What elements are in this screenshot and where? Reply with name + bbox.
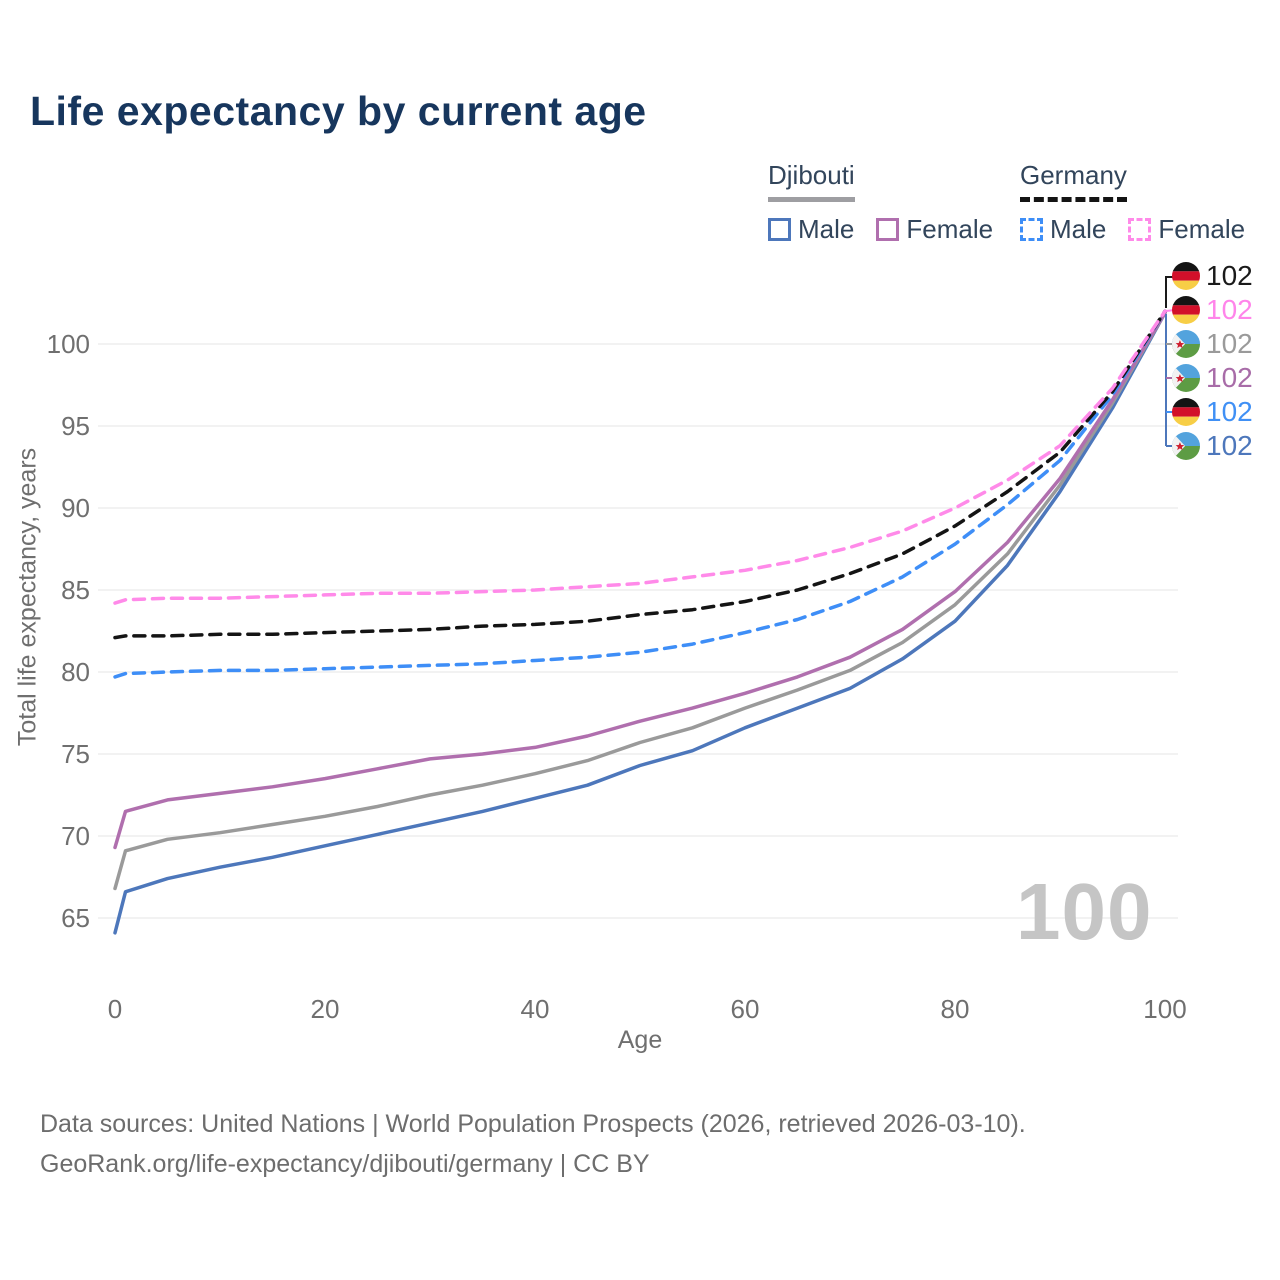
end-label-value: 102 [1206, 430, 1253, 461]
legend-group-germany: Germany Male Female [1020, 160, 1245, 245]
y-tick-label: 85 [61, 575, 90, 605]
x-tick-label: 0 [107, 994, 123, 1024]
germany-flag-icon [1172, 296, 1200, 324]
end-label-row-germany-both-sexes: 102 [1172, 260, 1253, 292]
germany-flag-icon [1172, 262, 1200, 290]
series-line-djibouti-female[interactable] [113, 311, 1167, 850]
legend-item-label: Male [1050, 214, 1107, 244]
y-tick-label: 75 [61, 739, 90, 769]
footer-data-sources: Data sources: United Nations | World Pop… [40, 1110, 1026, 1138]
series-line-djibouti-both-sexes[interactable] [113, 311, 1167, 891]
legend-item-label: Female [906, 214, 994, 244]
legend-group-djibouti: Djibouti Male Female [768, 160, 993, 245]
end-label-value: 102 [1206, 260, 1253, 291]
x-tick-label: 100 [1143, 994, 1187, 1024]
legend-item-germany-male[interactable]: Male [1020, 214, 1106, 245]
legend-items-germany: Male Female [1020, 214, 1245, 245]
y-tick-label: 65 [61, 903, 90, 933]
x-tick-label: 40 [520, 994, 550, 1024]
series-line-djibouti-male[interactable] [113, 311, 1167, 935]
page-title: Life expectancy by current age [30, 88, 647, 134]
end-label-row-germany-female: 102 [1172, 294, 1253, 326]
end-label-value: 102 [1206, 362, 1253, 393]
djibouti-flag-icon [1172, 364, 1200, 392]
series-line-germany-male[interactable] [113, 309, 1167, 679]
end-label-value: 102 [1206, 396, 1253, 427]
legend-item-djibouti-female[interactable]: Female [876, 214, 993, 245]
y-tick-label: 95 [61, 411, 90, 441]
y-tick-label: 70 [61, 821, 90, 851]
germany-female-swatch-icon [1128, 218, 1152, 241]
x-tick-label: 60 [730, 994, 760, 1024]
legend-item-djibouti-male[interactable]: Male [768, 214, 854, 245]
germany-flag-icon [1172, 398, 1200, 426]
y-tick-label: 100 [46, 329, 90, 359]
djibouti-flag-icon [1172, 330, 1200, 358]
end-label-row-djibouti-female: 102 [1172, 362, 1253, 394]
legend-item-germany-female[interactable]: Female [1128, 214, 1245, 245]
end-label-value: 102 [1206, 294, 1253, 325]
x-axis-title: Age [617, 1026, 663, 1054]
djibouti-female-swatch-icon [876, 218, 900, 241]
end-label-value: 102 [1206, 328, 1253, 359]
legend-items-djibouti: Male Female [768, 214, 993, 245]
end-label-row-djibouti-both-sexes: 102 [1172, 328, 1253, 360]
end-label-row-germany-male: 102 [1172, 396, 1253, 428]
end-label-row-djibouti-male: 102 [1172, 430, 1253, 462]
djibouti-flag-icon [1172, 432, 1200, 460]
legend-country-germany: Germany [1020, 160, 1127, 202]
legend-country-djibouti: Djibouti [768, 160, 855, 202]
series-line-germany-female[interactable] [113, 309, 1167, 605]
y-tick-label: 80 [61, 657, 90, 687]
x-tick-label: 80 [940, 994, 970, 1024]
series-line-germany-both-sexes[interactable] [113, 309, 1167, 640]
end-label-connector [1165, 276, 1175, 308]
current-age-watermark: 100 [1016, 867, 1153, 956]
legend-item-label: Female [1158, 214, 1246, 244]
footer-attribution-link: GeoRank.org/life-expectancy/djibouti/ger… [40, 1150, 650, 1178]
y-tick-label: 90 [61, 493, 90, 523]
legend-item-label: Male [798, 214, 855, 244]
x-tick-label: 20 [310, 994, 340, 1024]
germany-male-swatch-icon [1020, 218, 1043, 241]
djibouti-male-swatch-icon [768, 218, 791, 241]
